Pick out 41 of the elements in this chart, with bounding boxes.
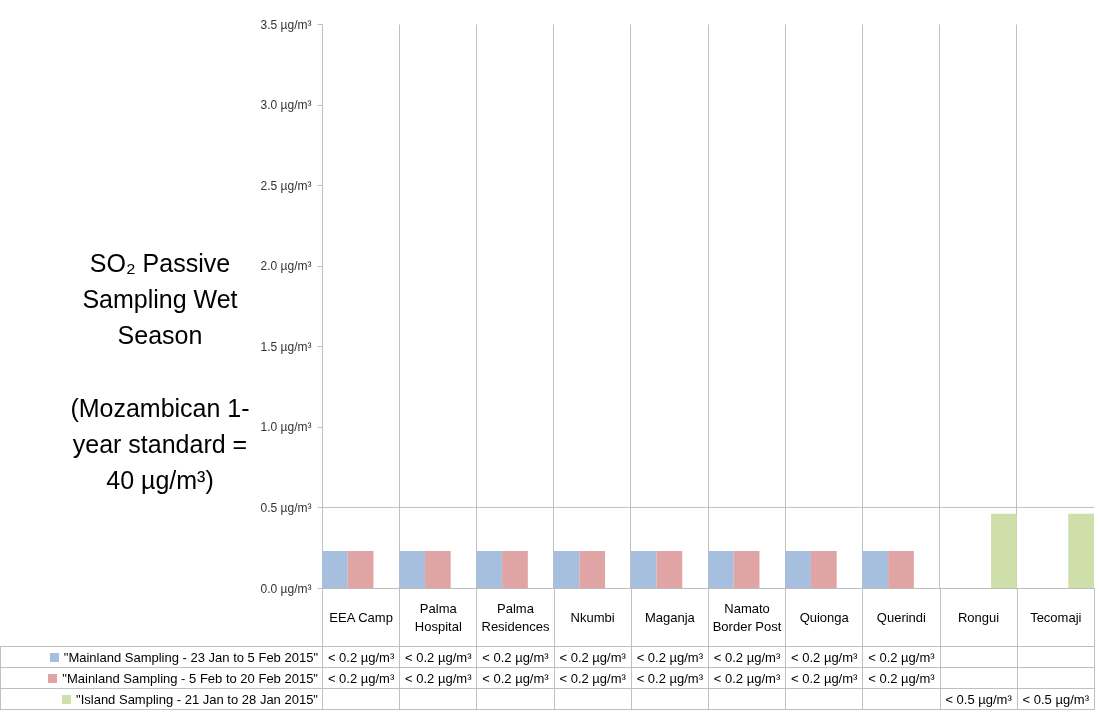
x-tick-label: Quionga: [785, 588, 863, 647]
data-label: < 0.2 µg/m³: [708, 646, 786, 668]
legend-label: "Island Sampling - 21 Jan to 28 Jan 2015": [0, 688, 323, 710]
legend-label: "Mainland Sampling - 23 Jan to 5 Feb 2015": [0, 646, 323, 668]
legend-label: "Mainland Sampling - 5 Feb to 20 Feb 2015": [0, 667, 323, 689]
data-label: < 0.2 µg/m³: [785, 667, 863, 689]
data-label: < 0.2 µg/m³: [554, 667, 632, 689]
y-tick-label: 3.0 µg/m³: [260, 98, 312, 113]
data-label: < 0.5 µg/m³: [940, 688, 1018, 710]
x-tick-label: Palma Hospital: [399, 588, 477, 647]
data-label: < 0.2 µg/m³: [708, 667, 786, 689]
data-label: < 0.2 µg/m³: [399, 646, 477, 668]
y-tick-label: 0.0 µg/m³: [260, 581, 312, 596]
y-tick-label: 2.0 µg/m³: [260, 259, 312, 274]
data-label: < 0.2 µg/m³: [862, 646, 940, 668]
x-tick-label: Nkumbi: [554, 588, 632, 647]
data-label: < 0.2 µg/m³: [631, 646, 709, 668]
y-tick-label: 0.5 µg/m³: [260, 500, 312, 515]
y-tick-label: 1.0 µg/m³: [260, 420, 312, 435]
data-label: < 0.2 µg/m³: [631, 667, 709, 689]
x-tick-label: EEA Camp: [322, 588, 400, 647]
y-tick-label: 2.5 µg/m³: [260, 178, 312, 193]
x-tick-label: Tecomaji: [1017, 588, 1095, 647]
data-label: < 0.2 µg/m³: [476, 646, 555, 668]
data-label: < 0.2 µg/m³: [554, 646, 632, 668]
data-label: < 0.2 µg/m³: [322, 646, 400, 668]
text: SO₂ Passive Sampling Wet Season: [81, 248, 239, 351]
x-tick-label: Maganja: [631, 588, 709, 647]
data-label: < 0.2 µg/m³: [322, 667, 400, 689]
x-tick-label: Palma Residences: [476, 588, 555, 647]
x-tick-label: Rongui: [940, 588, 1018, 647]
data-label: < 0.2 µg/m³: [476, 667, 555, 689]
data-label: < 0.2 µg/m³: [399, 667, 477, 689]
data-label: < 0.5 µg/m³: [1017, 688, 1095, 710]
y-tick-label: 1.5 µg/m³: [260, 339, 312, 354]
x-tick-label: Namato Border Post: [708, 588, 786, 647]
x-tick-label: Querindi: [862, 588, 940, 647]
data-label: < 0.2 µg/m³: [785, 646, 863, 668]
text: (Mozambican 1-year standard = 40 µg/m³): [69, 393, 251, 496]
data-label: < 0.2 µg/m³: [862, 667, 940, 689]
y-tick-label: 3.5 µg/m³: [260, 17, 312, 32]
